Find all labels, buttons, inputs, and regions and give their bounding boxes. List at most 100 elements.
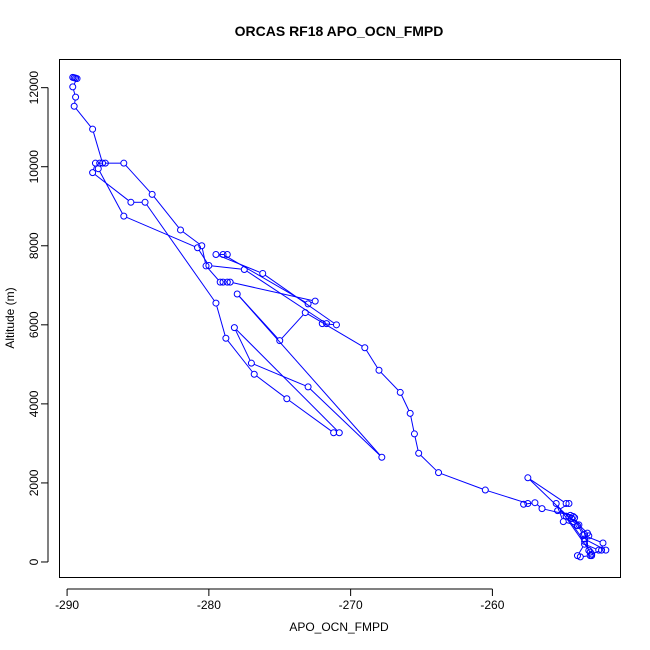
- data-point: [581, 537, 589, 545]
- series-line-segment: [559, 504, 567, 510]
- data-point: [520, 500, 528, 508]
- x-axis: -290 -280 -270 -260: [55, 588, 505, 612]
- data-point: [205, 262, 213, 270]
- data-point: [435, 469, 443, 477]
- data-point: [99, 159, 107, 167]
- data-point: [311, 297, 319, 305]
- x-tick-label: -290: [55, 598, 79, 612]
- series-line-segment: [488, 490, 526, 504]
- data-point: [219, 250, 227, 258]
- y-axis-label: Altitude (m): [3, 287, 17, 348]
- series-line-segment: [574, 518, 583, 533]
- data-point: [304, 300, 312, 308]
- series-line-segment: [238, 295, 279, 339]
- data-point: [202, 262, 210, 270]
- data-point: [72, 93, 80, 101]
- data-point: [396, 388, 404, 396]
- data-point: [212, 250, 220, 258]
- series-line-segment: [92, 131, 103, 161]
- series-line-segment: [198, 250, 208, 264]
- data-point: [531, 499, 539, 507]
- x-tick-label: -270: [339, 598, 363, 612]
- data-point: [586, 548, 594, 556]
- data-point: [223, 250, 231, 258]
- data-point: [222, 334, 230, 342]
- data-point: [259, 269, 267, 277]
- data-point: [283, 395, 291, 403]
- data-point: [599, 539, 607, 547]
- series-line-segment: [99, 171, 123, 214]
- data-point: [332, 321, 340, 329]
- series-line-segment: [73, 81, 77, 85]
- data-point: [595, 546, 603, 554]
- data-point: [212, 299, 220, 307]
- data-point: [538, 505, 546, 513]
- data-point: [598, 546, 606, 554]
- series-line-segment: [92, 165, 96, 170]
- data-point: [579, 531, 587, 539]
- y-tick-label: 4000: [27, 390, 41, 417]
- series-line-segment: [566, 521, 575, 526]
- data-point: [219, 278, 227, 286]
- x-tick-label: -260: [480, 598, 504, 612]
- data-point: [318, 320, 326, 328]
- data-point: [226, 278, 234, 286]
- data-point: [91, 159, 99, 167]
- data-point: [148, 190, 156, 198]
- y-tick-label: 0: [27, 558, 41, 565]
- series-line-segment: [420, 455, 437, 471]
- data-point: [198, 242, 206, 250]
- data-point: [415, 449, 423, 457]
- series-line-segment: [587, 544, 597, 550]
- series-line-segment: [236, 329, 338, 431]
- data-point: [335, 429, 343, 437]
- series-line-segment: [585, 535, 601, 543]
- series-line-segment: [182, 231, 200, 245]
- data-point: [602, 546, 610, 554]
- data-point: [247, 359, 255, 367]
- chart-title: ORCAS RF18 APO_OCN_FMPD: [235, 23, 444, 39]
- series-line-segment: [410, 416, 415, 432]
- y-tick-label: 12000: [27, 71, 41, 105]
- data-point: [562, 512, 570, 520]
- series-line-segment: [75, 108, 92, 128]
- series-line-segment: [256, 375, 285, 398]
- series-line-segment: [126, 216, 195, 248]
- data-point: [554, 507, 562, 515]
- data-point: [323, 320, 331, 328]
- data-point: [70, 102, 78, 110]
- data-point: [552, 499, 560, 507]
- data-point: [524, 474, 532, 482]
- data-point: [276, 337, 284, 345]
- data-point: [250, 370, 258, 378]
- data-point: [230, 324, 238, 332]
- data-point: [120, 212, 128, 220]
- x-tick-label: -280: [197, 598, 221, 612]
- series-line-segment: [307, 313, 363, 347]
- series-line-segment: [365, 350, 378, 369]
- data-point: [177, 226, 185, 234]
- series-line-segment: [580, 526, 586, 532]
- series-line-segment: [253, 363, 306, 387]
- data-point: [565, 499, 573, 507]
- series-line-segment: [264, 274, 335, 324]
- series-line-segment: [232, 282, 313, 301]
- series-line-segment: [246, 270, 325, 323]
- x-axis-label: APO_OCN_FMPD: [289, 620, 389, 634]
- data-point: [330, 429, 338, 437]
- series-line-segment: [235, 330, 251, 361]
- y-tick-label: 2000: [27, 469, 41, 496]
- data-point: [583, 529, 591, 537]
- series-line-segment: [281, 314, 304, 339]
- series-line-segment: [309, 388, 380, 456]
- series-line-segment: [201, 248, 206, 264]
- series-line-segment: [414, 436, 419, 451]
- series-line-segment: [153, 196, 180, 228]
- data-point: [375, 366, 383, 374]
- data-point: [89, 169, 97, 177]
- data-point: [233, 290, 241, 298]
- data-point: [89, 125, 97, 133]
- series-line-segment: [73, 89, 76, 95]
